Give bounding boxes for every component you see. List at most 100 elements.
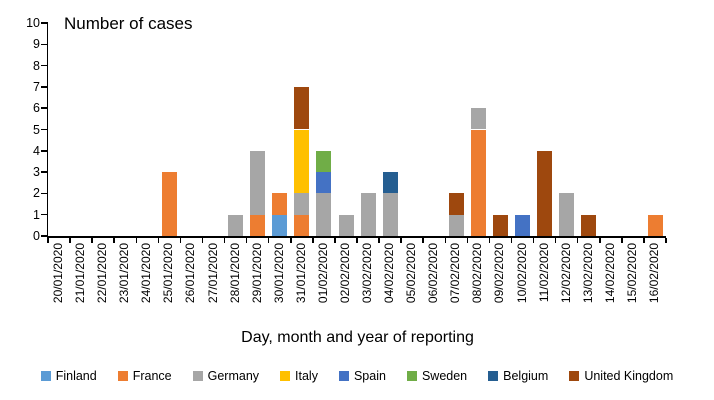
bar-segment-germany bbox=[228, 214, 244, 236]
legend-label-sweden: Sweden bbox=[421, 369, 468, 383]
y-tick bbox=[40, 171, 47, 173]
legend-swatch-italy bbox=[280, 371, 291, 381]
x-tick bbox=[312, 237, 314, 243]
x-tick bbox=[47, 237, 49, 243]
legend-item-spain: Spain bbox=[338, 369, 386, 383]
x-tick-label: 08/02/2020 bbox=[470, 243, 485, 304]
x-tick bbox=[245, 237, 248, 243]
x-tick bbox=[422, 237, 424, 243]
x-tick bbox=[334, 237, 336, 243]
legend-item-germany: Germany bbox=[192, 369, 260, 383]
x-tick bbox=[444, 237, 447, 243]
x-tick-label: 12/02/2020 bbox=[558, 243, 573, 304]
x-tick-label: 04/02/2020 bbox=[382, 243, 397, 304]
x-tick-label: 28/01/2020 bbox=[227, 243, 242, 304]
x-tick bbox=[466, 237, 469, 243]
x-tick-label: 30/01/2020 bbox=[271, 243, 286, 304]
legend-label-italy: Italy bbox=[295, 369, 318, 383]
legend-swatch-sweden bbox=[406, 371, 417, 381]
x-tick bbox=[599, 237, 601, 243]
bar-segment-united-kingdom bbox=[537, 150, 553, 236]
legend-label-germany: Germany bbox=[207, 369, 260, 383]
x-tick-label: 27/01/2020 bbox=[205, 243, 220, 304]
y-tick-label: 5 bbox=[33, 122, 40, 137]
x-tick-label: 07/02/2020 bbox=[448, 243, 463, 304]
x-tick bbox=[643, 237, 645, 243]
x-tick-label: 05/02/2020 bbox=[404, 243, 419, 304]
x-tick bbox=[135, 237, 138, 243]
x-tick bbox=[378, 237, 380, 243]
bar-segment-germany bbox=[559, 193, 575, 236]
x-tick-label: 25/01/2020 bbox=[161, 243, 176, 304]
bar-segment-germany bbox=[294, 193, 310, 215]
x-tick bbox=[510, 237, 513, 243]
bar-segment-germany bbox=[448, 214, 464, 236]
legend-swatch-finland bbox=[40, 371, 51, 381]
x-tick-label: 26/01/2020 bbox=[183, 243, 198, 304]
bar-segment-belgium bbox=[382, 172, 398, 194]
x-tick-label: 22/01/2020 bbox=[95, 243, 110, 304]
y-tick-label: 1 bbox=[33, 207, 40, 222]
bar-segment-united-kingdom bbox=[581, 214, 597, 236]
legend-label-finland: Finland bbox=[55, 369, 97, 383]
bar-segment-finland bbox=[272, 214, 288, 236]
x-tick bbox=[532, 237, 535, 243]
bar-segment-united-kingdom bbox=[493, 214, 508, 236]
legend-swatch-belgium bbox=[488, 371, 499, 381]
legend-label-france: France bbox=[132, 369, 172, 383]
x-tick-label: 09/02/2020 bbox=[492, 243, 507, 304]
bar-segment-germany bbox=[360, 193, 376, 236]
x-axis-line bbox=[46, 236, 666, 238]
x-tick bbox=[290, 237, 292, 243]
x-tick-label: 23/01/2020 bbox=[117, 243, 132, 304]
y-tick-label: 8 bbox=[33, 58, 40, 73]
bar-segment-united-kingdom bbox=[294, 86, 310, 130]
x-tick bbox=[554, 237, 557, 243]
x-tick bbox=[113, 237, 115, 243]
legend-swatch-spain bbox=[338, 371, 349, 381]
y-tick-label: 6 bbox=[33, 101, 40, 116]
legend-label-spain: Spain bbox=[353, 369, 386, 383]
bar-segment-sweden bbox=[316, 150, 332, 173]
y-tick bbox=[40, 107, 47, 109]
y-axis-line bbox=[46, 22, 48, 238]
x-tick bbox=[400, 237, 402, 243]
bar-segment-germany bbox=[316, 193, 332, 236]
x-tick-label: 10/02/2020 bbox=[514, 243, 529, 304]
bar-segment-france bbox=[272, 193, 288, 215]
legend: Finland France Germany Italy Spain Sweden Belg… bbox=[0, 369, 714, 383]
y-tick-label: 2 bbox=[33, 186, 40, 201]
y-tick bbox=[40, 213, 47, 216]
x-tick-label: 02/02/2020 bbox=[337, 243, 352, 304]
x-tick bbox=[267, 237, 270, 243]
y-tick-label: 9 bbox=[33, 37, 40, 52]
bar-segment-spain bbox=[316, 172, 332, 194]
bar-segment-germany bbox=[470, 108, 486, 130]
legend-item-france: France bbox=[117, 369, 172, 383]
bar-segment-germany bbox=[382, 193, 398, 236]
y-tick bbox=[40, 22, 47, 24]
y-tick-label: 10 bbox=[26, 16, 40, 30]
bar-segment-france bbox=[294, 214, 310, 236]
bar-segment-france bbox=[647, 214, 663, 236]
x-tick bbox=[91, 237, 93, 243]
x-tick-label: 14/02/2020 bbox=[602, 243, 617, 304]
legend-item-italy: Italy bbox=[280, 369, 318, 383]
y-tick-label: 7 bbox=[33, 79, 40, 94]
legend-item-belgium: Belgium bbox=[488, 369, 548, 383]
legend-swatch-france bbox=[117, 371, 128, 381]
x-tick-label: 16/02/2020 bbox=[646, 243, 661, 304]
bar-segment-united-kingdom bbox=[448, 193, 464, 215]
legend-swatch-united-kingdom bbox=[569, 371, 580, 381]
x-axis-title: Day, month and year of reporting bbox=[241, 329, 474, 346]
x-tick bbox=[621, 237, 623, 243]
x-tick-label: 03/02/2020 bbox=[360, 243, 375, 304]
bar-segment-france bbox=[161, 172, 177, 236]
bar-segment-germany bbox=[250, 150, 266, 215]
bar-segment-spain bbox=[515, 214, 530, 236]
y-tick bbox=[40, 64, 47, 67]
y-tick bbox=[40, 150, 47, 152]
x-tick-label: 13/02/2020 bbox=[580, 243, 595, 304]
y-tick-label: 3 bbox=[33, 165, 40, 180]
